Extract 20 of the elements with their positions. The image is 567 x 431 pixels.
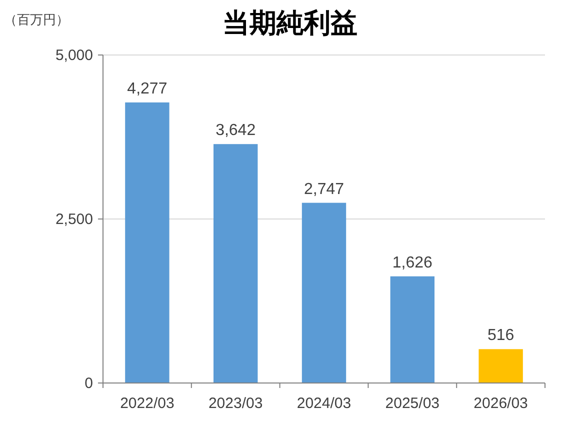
bar xyxy=(214,144,258,383)
y-tick-label: 2,500 xyxy=(55,211,93,228)
y-tick-label: 5,000 xyxy=(55,47,93,64)
data-label: 516 xyxy=(487,327,514,344)
x-tick-label: 2026/03 xyxy=(474,395,528,412)
bar xyxy=(390,276,434,383)
chart-title: 当期純利益 xyxy=(222,8,358,38)
y-axis-title: （百万円） xyxy=(4,12,69,27)
data-label: 1,626 xyxy=(392,254,433,272)
x-tick-label: 2023/03 xyxy=(208,395,263,412)
bar xyxy=(125,102,170,383)
x-tick-label: 2022/03 xyxy=(120,395,174,412)
y-tick-label: 0 xyxy=(84,375,93,392)
bar xyxy=(302,202,346,383)
data-label: 2,747 xyxy=(304,180,344,198)
data-label: 3,642 xyxy=(216,122,256,140)
bar xyxy=(478,349,523,383)
x-tick-label: 2025/03 xyxy=(385,395,440,412)
data-label: 4,277 xyxy=(127,80,168,98)
x-tick-label: 2024/03 xyxy=(296,395,352,412)
